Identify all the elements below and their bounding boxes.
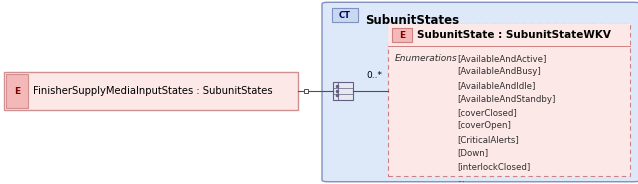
Text: [AvailableAndStandby]: [AvailableAndStandby] <box>457 95 555 103</box>
FancyBboxPatch shape <box>6 74 28 108</box>
FancyBboxPatch shape <box>333 82 353 100</box>
Text: Enumerations: Enumerations <box>395 54 457 63</box>
Text: SubunitState : SubunitStateWKV: SubunitState : SubunitStateWKV <box>417 30 611 40</box>
Text: SubunitStates: SubunitStates <box>365 13 459 26</box>
FancyBboxPatch shape <box>304 89 308 93</box>
Text: [Down]: [Down] <box>457 148 488 158</box>
FancyBboxPatch shape <box>322 2 638 182</box>
Text: E: E <box>399 31 405 40</box>
Text: 0..*: 0..* <box>366 71 382 80</box>
Text: [coverClosed]: [coverClosed] <box>457 108 517 117</box>
Text: [AvailableAndBusy]: [AvailableAndBusy] <box>457 68 541 77</box>
FancyBboxPatch shape <box>4 72 298 110</box>
Text: FinisherSupplyMediaInputStates : SubunitStates: FinisherSupplyMediaInputStates : Subunit… <box>33 86 272 96</box>
Text: E: E <box>14 86 20 95</box>
FancyBboxPatch shape <box>332 8 358 22</box>
Text: [coverOpen]: [coverOpen] <box>457 121 511 130</box>
FancyBboxPatch shape <box>388 24 630 176</box>
Text: [CriticalAlerts]: [CriticalAlerts] <box>457 135 519 144</box>
Text: [AvailableAndIdle]: [AvailableAndIdle] <box>457 81 535 90</box>
Text: [AvailableAndActive]: [AvailableAndActive] <box>457 54 546 63</box>
Text: [interlockClosed]: [interlockClosed] <box>457 162 530 171</box>
Text: CT: CT <box>339 10 351 20</box>
FancyBboxPatch shape <box>392 28 412 42</box>
FancyBboxPatch shape <box>388 24 630 46</box>
Text: ...: ... <box>457 176 465 184</box>
